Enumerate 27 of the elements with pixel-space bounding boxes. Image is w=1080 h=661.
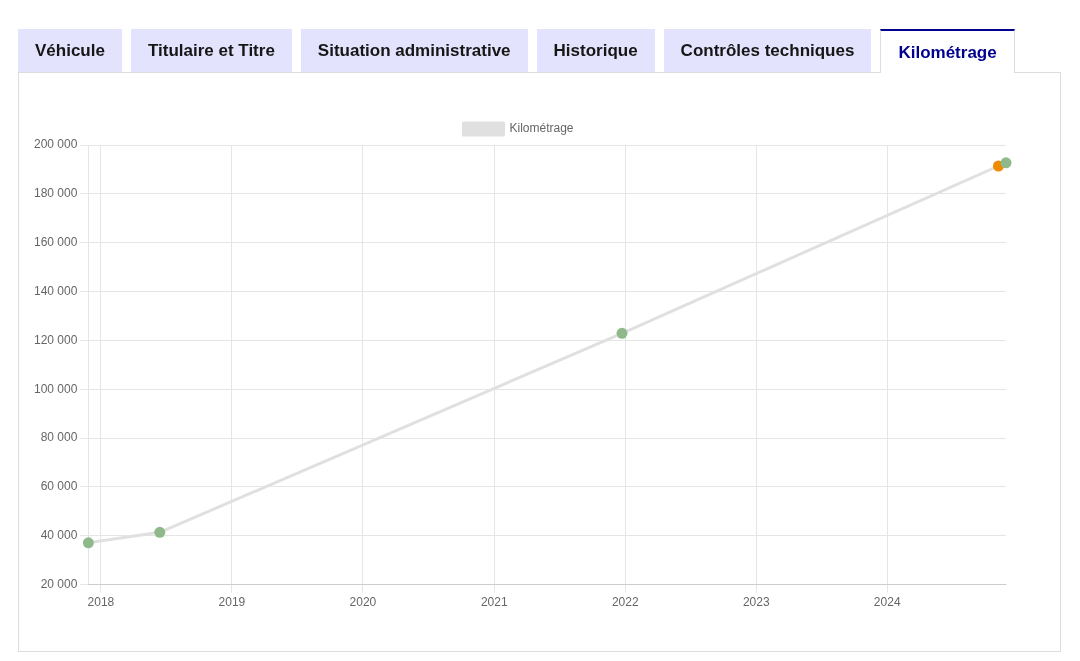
y-tick-label: 20 000	[40, 576, 78, 591]
y-tick-label: 100 000	[33, 381, 78, 396]
text: Kilométrage	[880, 29, 1015, 73]
y-tick-label: 80 000	[40, 430, 78, 445]
x-tick-label: 2021	[480, 595, 508, 610]
y-tick-label: 160 000	[33, 235, 78, 249]
text: Véhicule	[18, 29, 122, 72]
y-tick-label: 140 000	[33, 283, 78, 298]
text: Titulaire et Titre	[130, 29, 292, 72]
y-tick-label: 40 000	[40, 528, 78, 543]
y-tick-label: 60 000	[40, 479, 78, 494]
text: Situation administrative	[300, 29, 528, 72]
point	[1000, 157, 1012, 169]
x-tick-label: 2019	[218, 595, 246, 610]
x-tick-label: 2018	[87, 595, 115, 610]
point	[154, 526, 166, 538]
x-tick-label: 2024	[873, 595, 901, 610]
text: Historique	[536, 29, 655, 72]
y-tick-label: 180 000	[33, 186, 78, 201]
y-tick-label: 120 000	[33, 332, 78, 347]
y-tick-label: 200 000	[33, 137, 78, 152]
x-tick-label: 2022	[611, 595, 639, 610]
point	[616, 327, 628, 339]
legend-label: Kilométrage	[509, 121, 574, 136]
x-tick-label: 2020	[349, 595, 377, 610]
text: Contrôles techniques	[663, 29, 872, 72]
x-tick-label: 2023	[742, 595, 770, 610]
